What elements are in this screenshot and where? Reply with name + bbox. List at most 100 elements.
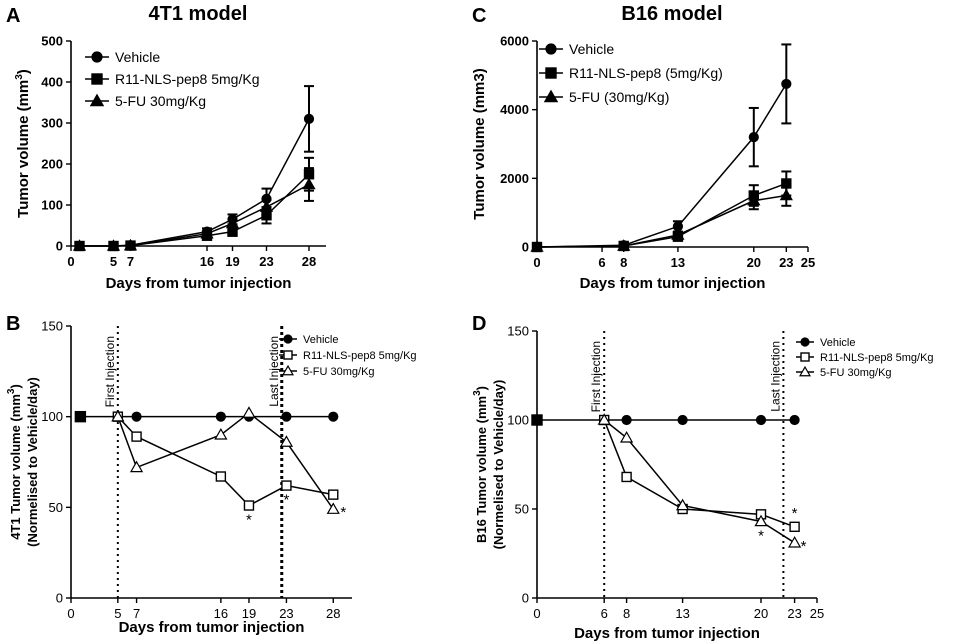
- legend-marker: [800, 337, 810, 347]
- data-point: [123, 238, 138, 251]
- legend-marker: [545, 43, 557, 55]
- significance-star: *: [340, 504, 346, 521]
- legend-label: Vehicle: [303, 334, 338, 346]
- x-tick-label: 23: [779, 255, 793, 270]
- y-tick-label: 200: [41, 157, 63, 172]
- y-tick-label: 4000: [500, 102, 529, 117]
- legend-label: 5-FU 30mg/Kg: [303, 366, 375, 378]
- x-tick-label: 0: [67, 254, 74, 269]
- panel-b: B: [6, 313, 20, 335]
- legend-marker: [545, 67, 557, 79]
- x-tick-label: 6: [601, 606, 608, 621]
- y-tick-label: 0: [522, 240, 529, 255]
- legend-label: R11-NLS-pep8 (5mg/Kg): [569, 65, 723, 81]
- injection-label: First Injection: [589, 341, 603, 412]
- y-axis-label-sup: 3: [472, 390, 483, 396]
- significance-star: *: [792, 505, 798, 522]
- y-axis-label: Tumor volume (mm3): [14, 69, 32, 218]
- data-point: [215, 471, 227, 482]
- data-point: [787, 536, 802, 548]
- x-tick-label: 0: [533, 255, 540, 270]
- data-point: [779, 188, 793, 201]
- data-point: [754, 514, 768, 527]
- data-point: [215, 411, 226, 422]
- x-axis-label: Days from tumor injection: [580, 275, 766, 292]
- legend-marker: [543, 89, 559, 103]
- data-point: [259, 200, 274, 212]
- injection-label: Last Injection: [267, 336, 281, 407]
- x-tick-label: 28: [302, 254, 316, 269]
- y-axis-label: 4T1 Tumor volume (mm3): [6, 384, 23, 540]
- x-tick-label: 20: [754, 606, 768, 621]
- y-axis-label-end: ): [474, 386, 489, 390]
- data-point: [789, 521, 800, 532]
- injection-label: First Injection: [103, 336, 117, 407]
- data-point: [131, 431, 142, 442]
- panel-letter-a: A: [6, 5, 20, 27]
- legend-marker: [282, 364, 294, 376]
- y-tick-label: 500: [41, 34, 63, 49]
- legend-marker: [800, 352, 810, 362]
- y-tick-label: 150: [507, 324, 529, 339]
- x-tick-label: 7: [127, 254, 134, 269]
- series-line: [117, 412, 334, 510]
- panel-d: D: [472, 313, 486, 335]
- legend: Vehicle R11-NLS-pep8 5mg/Kg 5-FU 30mg/Kg: [279, 334, 417, 378]
- y-axis-label-end: ): [15, 69, 32, 74]
- y-tick-label: 100: [507, 413, 529, 428]
- y-tick-label: 6000: [500, 34, 529, 49]
- y-axis-label-main: Tumor volume (mm: [15, 80, 32, 218]
- data-point: [131, 411, 142, 422]
- legend-label: R11-NLS-pep8 5mg/Kg: [115, 71, 259, 87]
- y-axis-label: Tumor volume (mm3): [471, 68, 488, 219]
- significance-star: *: [801, 538, 807, 555]
- x-tick-label: 19: [242, 606, 256, 621]
- series-triangle: [597, 413, 802, 548]
- data-point: [242, 406, 256, 418]
- data-point: [531, 414, 543, 426]
- data-point: [789, 414, 800, 426]
- legend-label: Vehicle: [820, 337, 855, 349]
- legend-marker: [799, 365, 811, 377]
- y-tick-label: 100: [41, 409, 63, 424]
- legend: Vehicle R11-NLS-pep8 (5mg/Kg) 5-FU (30mg/K…: [539, 41, 723, 105]
- series-circle: [531, 414, 800, 426]
- data-point: [243, 500, 255, 511]
- x-tick-label: 13: [675, 606, 689, 621]
- data-point: [755, 414, 767, 426]
- data-point: [675, 498, 690, 511]
- x-tick-label: 25: [810, 606, 824, 621]
- x-tick-label: 13: [671, 255, 685, 270]
- series-square: [74, 156, 315, 252]
- series-triangle: [72, 167, 316, 251]
- data-point: [621, 471, 632, 483]
- data-point: [747, 193, 761, 206]
- x-tick-label: 23: [259, 254, 273, 269]
- data-point: [530, 240, 544, 252]
- data-point: [671, 228, 685, 240]
- data-point: [619, 431, 634, 443]
- legend-label: R11-NLS-pep8 5mg/Kg: [303, 350, 417, 362]
- y-tick-label: 2000: [500, 171, 529, 186]
- series-square: [112, 411, 339, 511]
- x-tick-label: 0: [67, 606, 74, 621]
- injection-label: Last Injection: [768, 341, 782, 412]
- legend-marker: [91, 51, 103, 63]
- series-circle: [74, 85, 315, 252]
- panel-letter-b: B: [6, 313, 20, 335]
- legend-label: R11-NLS-pep8 5mg/Kg: [820, 352, 934, 364]
- legend-marker: [283, 334, 293, 344]
- legend-label: 5-FU 30mg/Kg: [820, 367, 892, 379]
- legend-marker: [91, 73, 103, 85]
- legend-marker: [89, 93, 105, 107]
- chart-title: B16 model: [621, 3, 722, 25]
- y-axis-label-main: Tumor volume (mm3): [471, 68, 488, 219]
- chart-c: B16 model 0 2000 4000 6000 0 6 8 13 20 23 25 Days fr…: [471, 3, 815, 292]
- data-point: [225, 216, 240, 229]
- x-tick-label: 16: [200, 254, 214, 269]
- legend-label: Vehicle: [569, 41, 614, 57]
- panel-c: C: [472, 5, 486, 27]
- x-tick-label: 23: [787, 606, 801, 621]
- x-tick-label: 5: [114, 606, 121, 621]
